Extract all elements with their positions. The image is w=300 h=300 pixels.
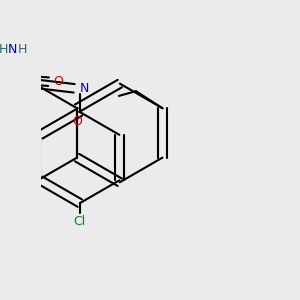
Text: N: N [80,82,89,95]
Text: O: O [72,115,82,128]
Text: H: H [17,43,27,56]
Text: O: O [53,75,63,88]
Text: Cl: Cl [74,214,86,227]
Text: H: H [0,43,8,56]
Text: N: N [8,43,17,56]
